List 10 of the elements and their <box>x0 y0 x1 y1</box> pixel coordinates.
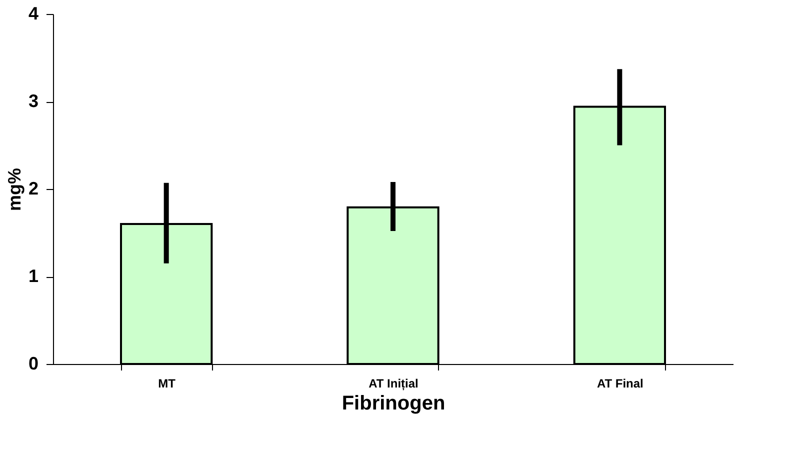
x-axis-title: Fibrinogen <box>342 392 446 414</box>
x-tick-label: AT Final <box>596 376 644 390</box>
y-tick-label: 2 <box>28 178 38 198</box>
x-tick-label: MT <box>158 376 176 390</box>
y-tick-label: 3 <box>28 91 38 111</box>
y-tick-label: 1 <box>28 266 38 286</box>
y-tick-label: 4 <box>28 4 38 24</box>
y-tick-label: 0 <box>28 354 38 374</box>
y-axis-title: mg% <box>4 168 24 212</box>
x-tick-label: AT Inițial <box>368 376 418 390</box>
